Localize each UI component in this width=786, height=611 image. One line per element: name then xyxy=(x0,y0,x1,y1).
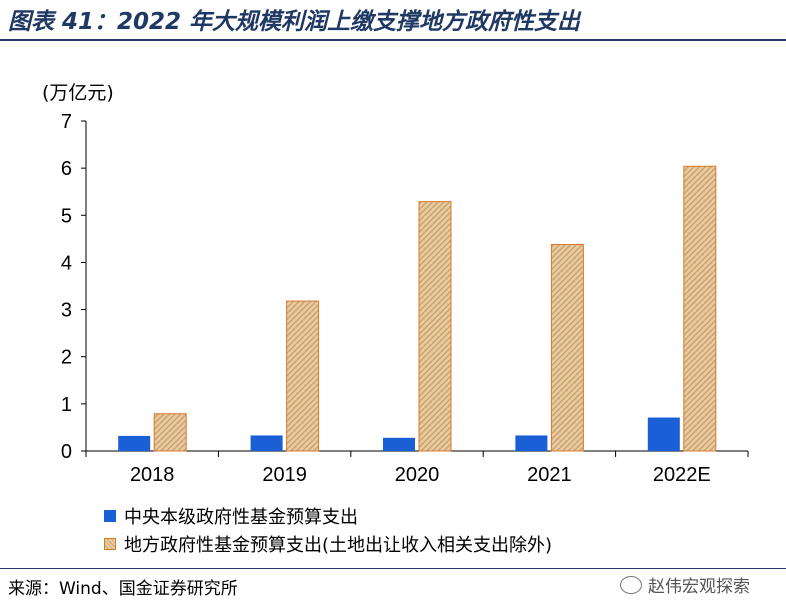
x-tick-label: 2021 xyxy=(527,464,572,486)
bar-local xyxy=(550,244,584,452)
bar-central xyxy=(515,435,548,451)
chart-bars xyxy=(118,165,717,452)
bar-central xyxy=(647,417,680,451)
legend-item-central: 中央本级政府性基金预算支出 xyxy=(104,503,358,529)
y-tick-label: 5 xyxy=(61,205,72,227)
y-axis-unit-label: (万亿元) xyxy=(42,82,114,104)
chart-title: 图表 41：2022 年大规模利润上缴支撑地方政府性支出 xyxy=(8,9,581,35)
title-divider xyxy=(0,39,786,41)
wechat-icon xyxy=(620,575,642,594)
footer-divider xyxy=(0,568,786,569)
legend-item-local: 地方政府性基金预算支出(土地出让收入相关支出除外) xyxy=(104,531,552,557)
legend-label-central: 中央本级政府性基金预算支出 xyxy=(124,507,358,528)
watermark: 赵伟宏观探索 xyxy=(620,572,750,597)
bar-central xyxy=(250,435,283,451)
y-tick-label: 7 xyxy=(61,111,72,133)
y-tick-label: 2 xyxy=(61,347,72,369)
source-note: 来源：Wind、国金证券研究所 xyxy=(8,579,238,599)
y-tick-label: 4 xyxy=(61,252,72,274)
bar-local xyxy=(153,413,187,452)
y-tick-label: 3 xyxy=(61,300,72,322)
x-tick-label: 2020 xyxy=(395,464,440,486)
bar-local xyxy=(683,165,717,452)
x-tick-label: 2022E xyxy=(653,464,711,486)
bar-central xyxy=(383,437,415,451)
x-tick-label: 2019 xyxy=(262,464,307,486)
bar-local xyxy=(286,300,320,452)
y-tick-label: 6 xyxy=(61,158,72,180)
bar-central xyxy=(118,435,151,451)
chart-axes xyxy=(81,120,749,457)
legend-swatch-local xyxy=(104,538,116,550)
x-tick-label: 2018 xyxy=(130,464,175,486)
chart-tick-labels: 0 1 2 3 4 5 6 7 2018 2019 2020 2021 2022E xyxy=(61,111,711,486)
y-tick-label: 0 xyxy=(61,441,72,463)
watermark-text: 赵伟宏观探索 xyxy=(648,577,750,597)
legend-label-local: 地方政府性基金预算支出(土地出让收入相关支出除外) xyxy=(124,535,553,556)
legend-swatch-central xyxy=(104,510,116,522)
bar-local xyxy=(418,201,452,452)
y-tick-label: 1 xyxy=(61,394,72,416)
